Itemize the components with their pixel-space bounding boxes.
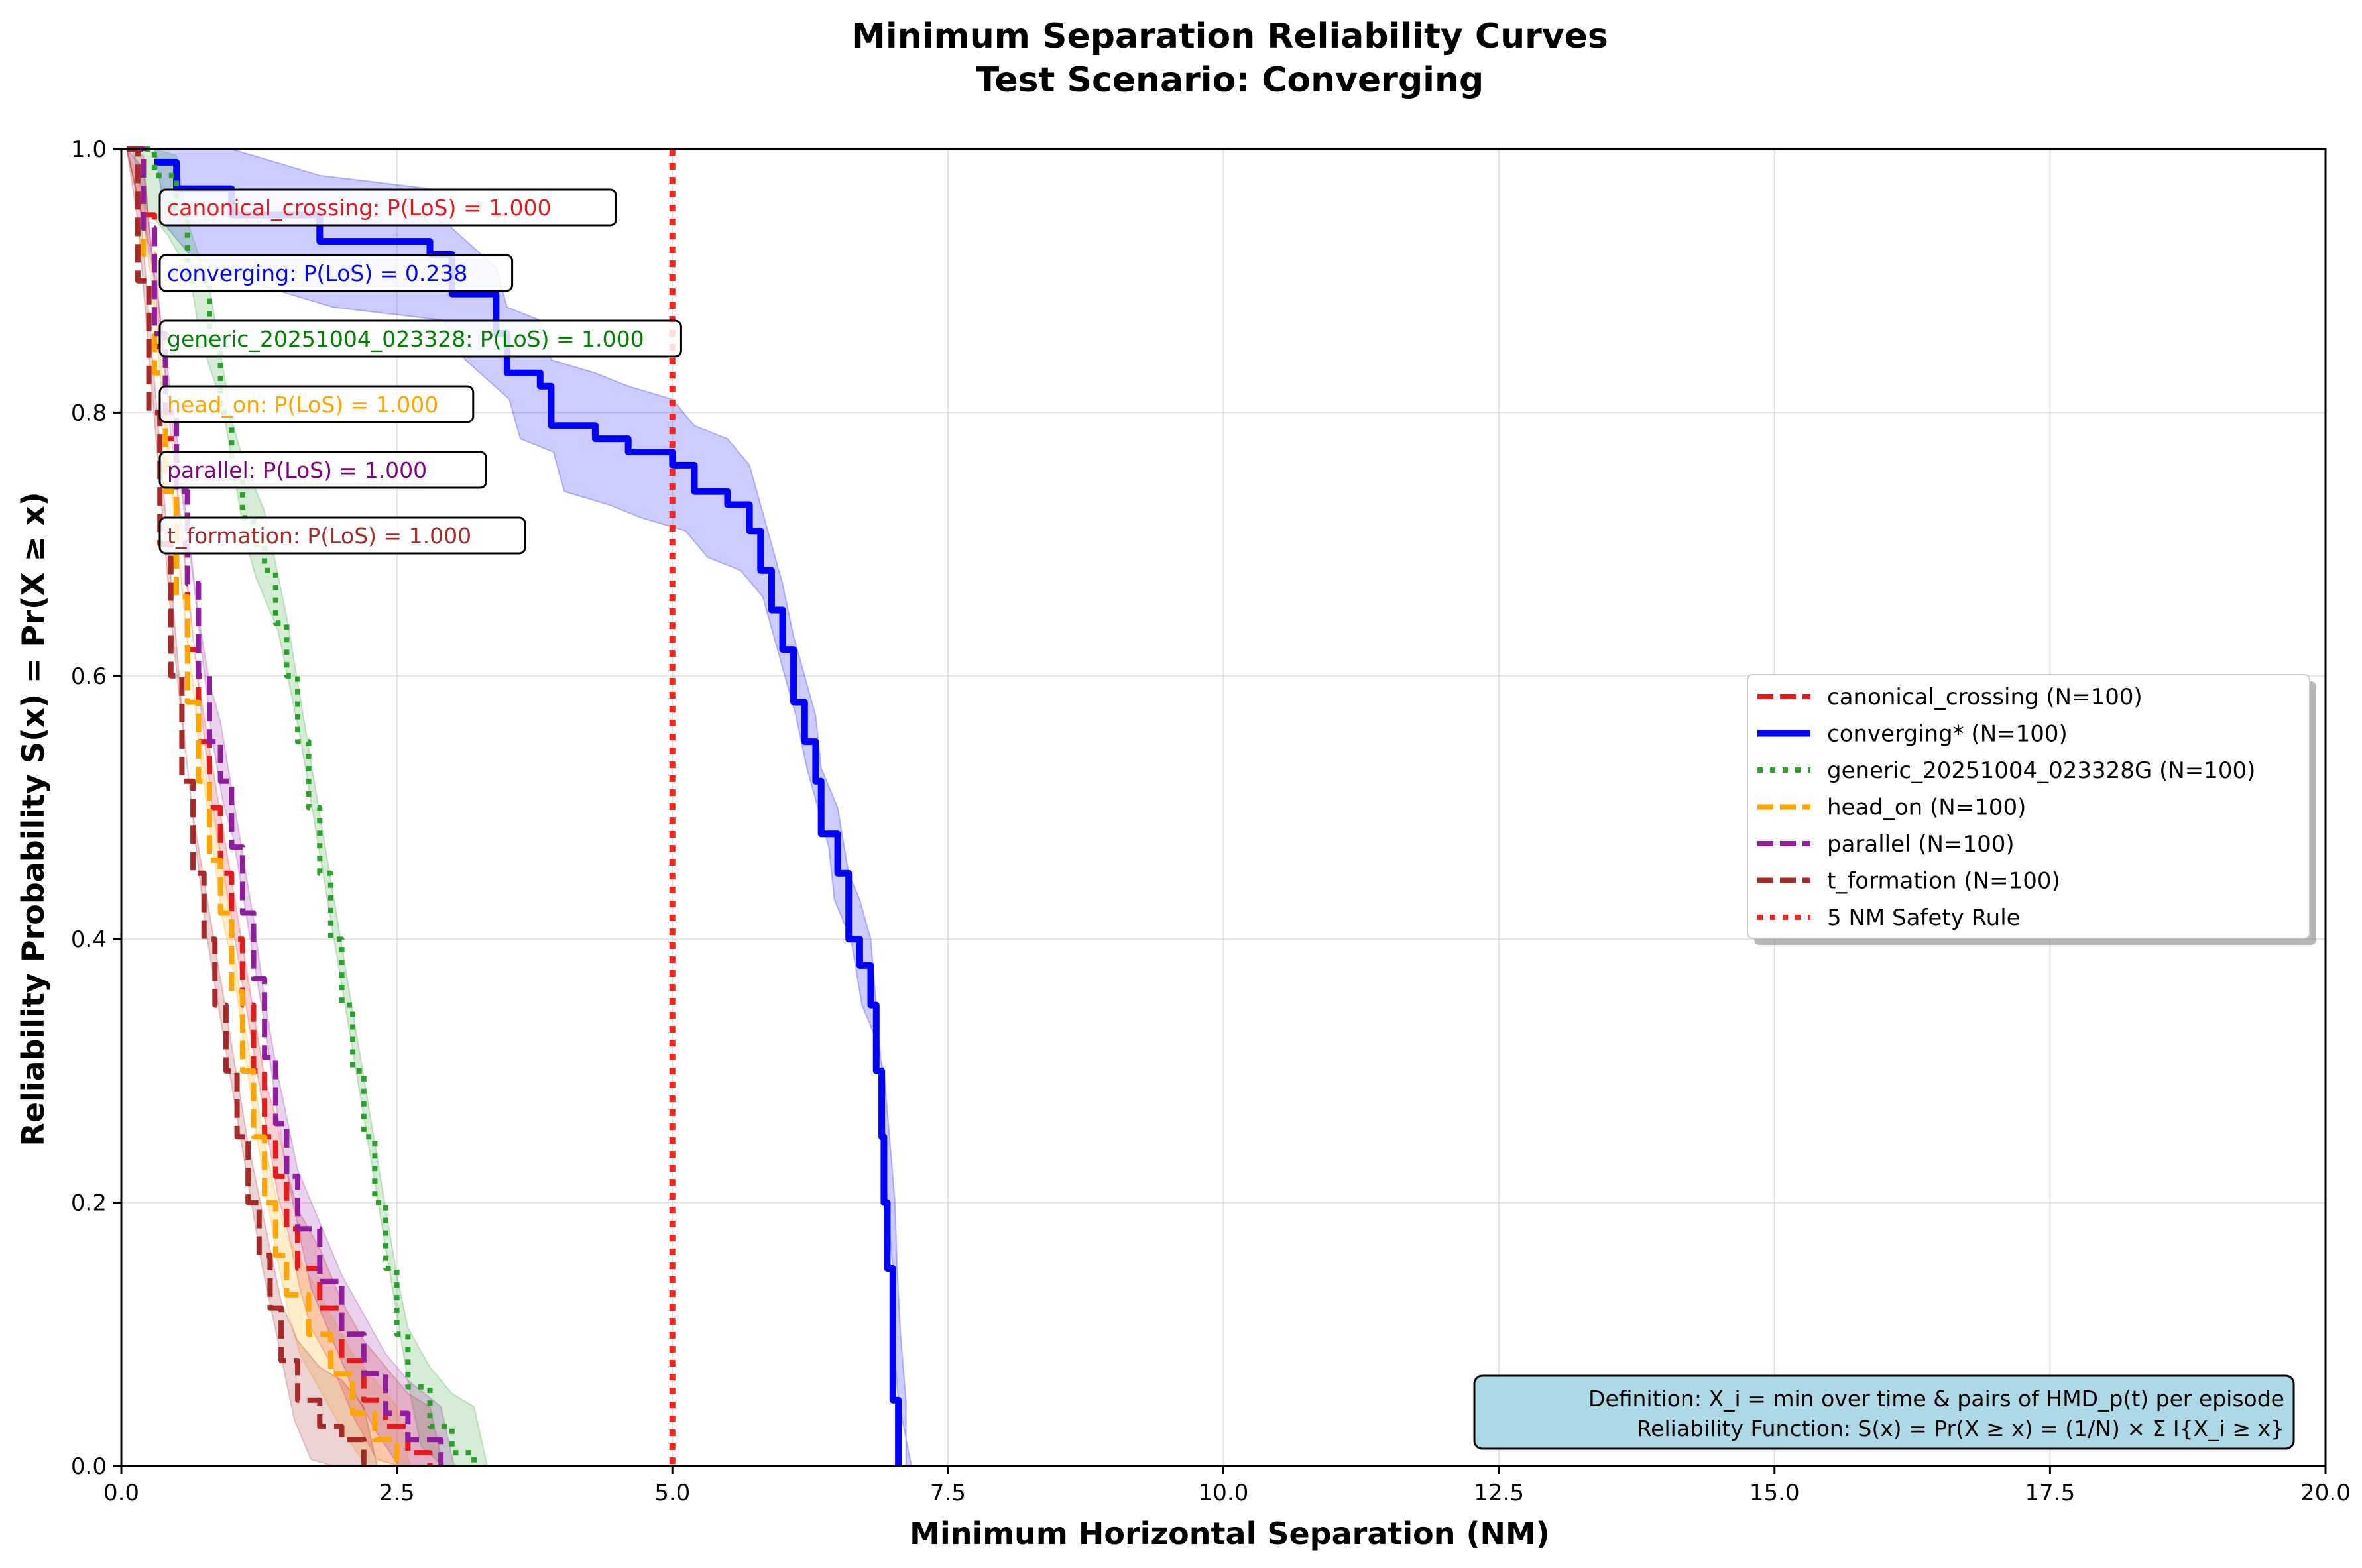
annotation-box [158, 516, 526, 555]
definition-line-2: Reliability Function: S(x) = Pr(X ≥ x) =… [1637, 1416, 2284, 1441]
annotation-box [158, 385, 475, 423]
x-tick-label: 2.5 [379, 1480, 415, 1506]
legend-label: generic_20251004_023328G (N=100) [1827, 757, 2255, 784]
series-line [154, 158, 902, 1466]
x-tick-label: 15.0 [1749, 1480, 1800, 1506]
axes: 0.0 2.5 5.0 7.5 10.0 12.5 15.0 17.5 20.0 0.0 0.2 0.… [71, 137, 2351, 1506]
y-tick-label: 1.0 [71, 137, 107, 163]
series-line [127, 146, 444, 1466]
legend: canonical_crossing (N=100) converging* (N… [1747, 674, 2316, 945]
legend-label: 5 NM Safety Rule [1827, 905, 2021, 931]
x-tick-label: 12.5 [1474, 1480, 1524, 1506]
annotation-text: parallel: P(LoS) = 1.000 [167, 457, 427, 483]
x-tick-label: 17.5 [2025, 1480, 2076, 1506]
annotation-text: canonical_crossing: P(LoS) = 1.000 [167, 195, 551, 221]
annotation-boxes: canonical_crossing: P(LoS) = 1.000 conver… [158, 188, 682, 555]
annotation-box [158, 319, 682, 358]
legend-label: parallel (N=100) [1827, 831, 2015, 858]
definition-box-frame [1473, 1374, 2295, 1450]
chart-subtitle: Test Scenario: Converging [976, 60, 1484, 100]
legend-label: canonical_crossing (N=100) [1827, 684, 2143, 710]
x-tick-label: 7.5 [930, 1480, 966, 1506]
annotation-text: generic_20251004_023328: P(LoS) = 1.000 [167, 326, 644, 352]
legend-frame [1747, 674, 2310, 939]
annotation-box [158, 451, 487, 489]
annotation-box [158, 188, 617, 227]
definition-line-1: Definition: X_i = min over time & pairs … [1588, 1386, 2284, 1412]
annotation-text: t_formation: P(LoS) = 1.000 [167, 523, 471, 549]
x-tick-label: 5.0 [654, 1480, 690, 1506]
y-tick-label: 0.4 [71, 926, 107, 953]
legend-label: t_formation (N=100) [1827, 868, 2060, 895]
definition-box: Definition: X_i = min over time & pairs … [1473, 1374, 2295, 1450]
y-tick-label: 0.8 [71, 400, 107, 426]
y-axis-label: Reliability Probability S(x) = Pr(X ≥ x) [15, 492, 51, 1146]
x-tick-label: 10.0 [1199, 1480, 1249, 1506]
annotation-text: head_on: P(LoS) = 1.000 [167, 392, 438, 418]
legend-label: head_on (N=100) [1827, 795, 2026, 821]
x-tick-label: 0.0 [103, 1480, 139, 1506]
series-line [127, 146, 400, 1466]
annotation-box [158, 254, 514, 292]
annotation-text: converging: P(LoS) = 0.238 [167, 260, 467, 286]
chart-title: Minimum Separation Reliability Curves [851, 17, 1608, 56]
legend-label: converging* (N=100) [1827, 721, 2068, 748]
x-axis-label: Minimum Horizontal Separation (NM) [910, 1516, 1550, 1551]
y-tick-label: 0.2 [71, 1190, 107, 1217]
x-tick-label: 20.0 [2300, 1480, 2351, 1506]
y-tick-label: 0.0 [71, 1453, 107, 1480]
y-tick-label: 0.6 [71, 663, 107, 690]
